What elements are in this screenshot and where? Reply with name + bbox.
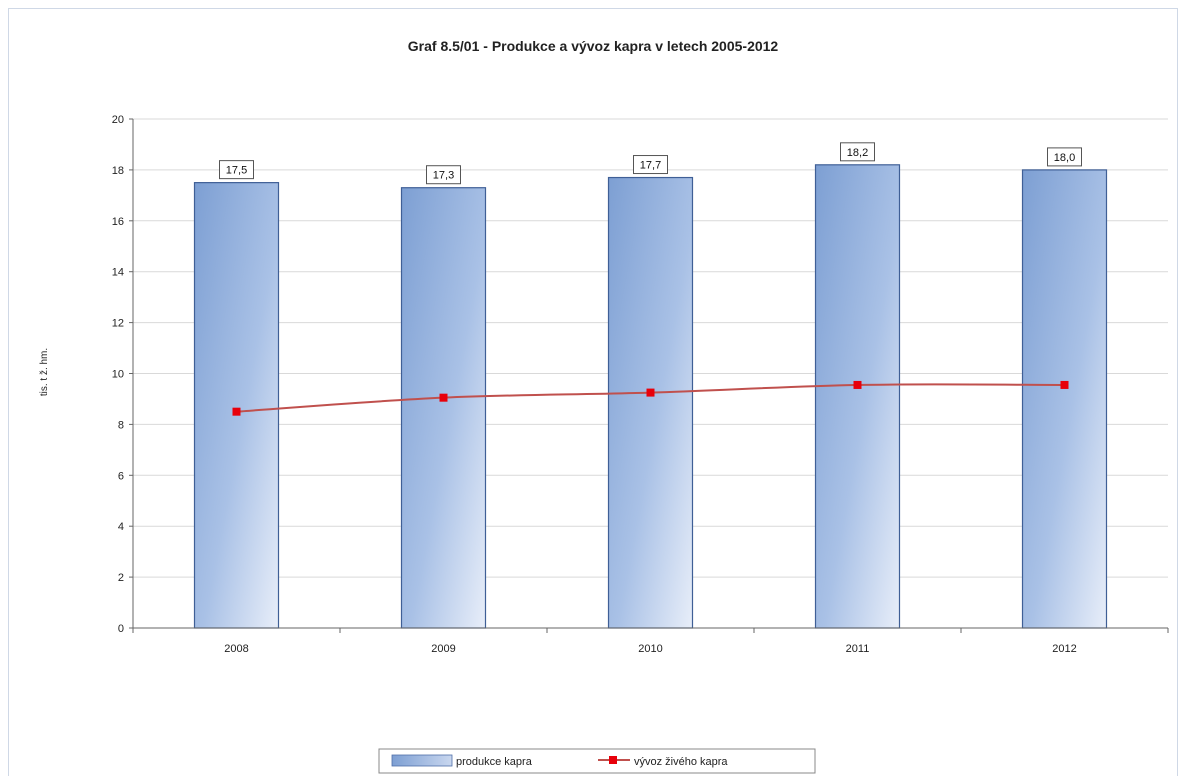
legend-label-vyvoz: vývoz živého kapra	[634, 756, 728, 768]
legend: produkce kapra vývoz živého kapra	[378, 748, 816, 774]
chart-title: Graf 8.5/01 - Produkce a vývoz kapra v l…	[408, 38, 779, 54]
y-tick-label: 2	[118, 572, 124, 584]
y-tick-label: 4	[118, 521, 124, 533]
vyvoz-marker-2011	[853, 380, 862, 389]
y-tick-label: 12	[112, 318, 124, 330]
legend-swatch-produkce	[391, 754, 453, 767]
data-label-box	[219, 160, 254, 180]
vyvoz-marker-2008	[232, 407, 241, 416]
data-label: 17,7	[640, 160, 661, 172]
bar-series	[193, 164, 1108, 629]
y-tick-label: 6	[118, 470, 124, 482]
y-tick-label: 8	[118, 419, 124, 431]
line-series	[232, 380, 1069, 416]
data-label: 18,0	[1054, 152, 1075, 164]
data-labels: 17,5 17,3 17,7 18,2 18,0	[219, 142, 1082, 185]
bar-2010	[607, 176, 694, 629]
vyvoz-marker-2009	[439, 393, 448, 402]
bar-2012	[1021, 169, 1108, 629]
y-axis-label: tis. t ž. hm.	[39, 348, 50, 396]
data-label: 17,3	[433, 170, 454, 182]
bar-2008	[193, 182, 280, 629]
data-label-box	[426, 165, 461, 185]
data-label-box	[633, 155, 668, 175]
vyvoz-marker-2010	[646, 388, 655, 397]
y-tick-label: 0	[118, 623, 124, 635]
data-label: 17,5	[226, 165, 247, 177]
x-tick-label: 2010	[638, 643, 662, 655]
axes: 0 2 4 6 8 10 12 14 16 18 20 2008 2009 2010 2011 2012	[112, 114, 1169, 655]
data-label: 18,2	[847, 147, 868, 159]
legend-label-produkce: produkce kapra	[456, 756, 533, 768]
x-tick-label: 2008	[224, 643, 248, 655]
bar-2009	[400, 187, 487, 629]
y-tick-label: 14	[112, 267, 124, 279]
y-tick-label: 10	[112, 369, 124, 381]
y-tick-label: 20	[112, 114, 124, 126]
y-tick-label: 16	[112, 216, 124, 228]
x-tick-label: 2009	[431, 643, 455, 655]
x-tick-label: 2011	[846, 643, 870, 655]
bar-2011	[814, 164, 901, 629]
legend-swatch-vyvoz-marker	[609, 756, 617, 764]
data-label-box	[840, 142, 875, 162]
x-tick-label: 2012	[1052, 643, 1076, 655]
data-label-box	[1047, 147, 1082, 167]
y-tick-label: 18	[112, 165, 124, 177]
vyvoz-marker-2012	[1060, 380, 1069, 389]
